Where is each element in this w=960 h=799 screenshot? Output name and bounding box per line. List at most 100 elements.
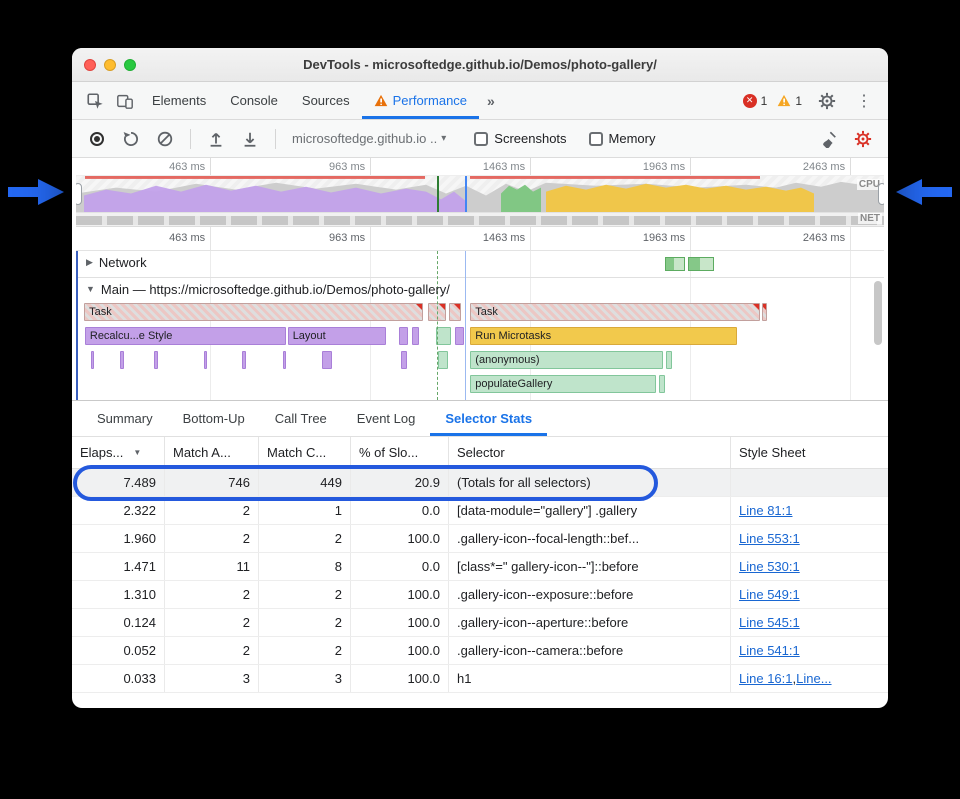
- stylesheet-line-link[interactable]: Line 541:1: [739, 643, 800, 658]
- flame-bar[interactable]: [659, 375, 666, 393]
- flame-bar[interactable]: [436, 327, 451, 345]
- tab-elements[interactable]: Elements: [140, 82, 218, 119]
- save-profile-button[interactable]: [235, 125, 265, 153]
- table-cell-numeric: 0.0: [350, 553, 448, 580]
- flame-bar[interactable]: [90, 351, 94, 369]
- table-row[interactable]: 1.960 2 2 100.0 .gallery-icon--focal-length:…: [72, 525, 888, 553]
- stylesheet-line-link[interactable]: Line 545:1: [739, 615, 800, 630]
- flame-bar[interactable]: [399, 327, 409, 345]
- column-header-style-sheet[interactable]: Style Sheet: [730, 437, 888, 468]
- table-row[interactable]: 1.310 2 2 100.0 .gallery-icon--exposure::bef…: [72, 581, 888, 609]
- flame-bar[interactable]: [120, 351, 124, 369]
- record-button[interactable]: [82, 125, 112, 153]
- overview-right-handle[interactable]: [878, 183, 884, 205]
- overview-left-handle[interactable]: [76, 183, 82, 205]
- flame-bar[interactable]: [153, 351, 158, 369]
- flame-bar[interactable]: [400, 351, 408, 369]
- flame-bar[interactable]: [665, 351, 673, 369]
- network-overview-strip[interactable]: NET: [76, 213, 884, 226]
- clear-recording-button[interactable]: [150, 125, 180, 153]
- flame-bar[interactable]: [412, 327, 419, 345]
- reload-and-record-button[interactable]: [116, 125, 146, 153]
- flame-bar-populategallery[interactable]: populateGallery: [470, 375, 657, 393]
- column-header-elapsed[interactable]: Elaps... ▼: [72, 437, 164, 468]
- tab-selector-stats[interactable]: Selector Stats: [430, 401, 548, 436]
- ruler-label: 2463 ms: [802, 161, 846, 173]
- tab-performance[interactable]: Performance: [361, 82, 480, 119]
- screenshots-toggle[interactable]: Screenshots: [474, 131, 567, 146]
- tab-sources[interactable]: Sources: [290, 82, 362, 119]
- column-header-match-count[interactable]: Match C...: [258, 437, 350, 468]
- memory-checkbox[interactable]: [588, 131, 603, 146]
- table-row[interactable]: 1.471 11 8 0.0 [class*=" gallery-icon--"]::b…: [72, 553, 888, 581]
- table-cell-numeric: 11: [164, 553, 258, 580]
- warning-badge[interactable]: 1: [777, 94, 802, 108]
- table-row[interactable]: 0.052 2 2 100.0 .gallery-icon--camera::befor…: [72, 637, 888, 665]
- more-tabs-button[interactable]: »: [487, 92, 495, 109]
- tab-event-log[interactable]: Event Log: [342, 401, 431, 436]
- tab-label: Call Tree: [274, 411, 327, 426]
- tab-summary[interactable]: Summary: [82, 401, 168, 436]
- cpu-overview-strip[interactable]: CPU: [76, 176, 884, 213]
- table-row[interactable]: 0.033 3 3 100.0 h1 Line 16:1 , Line...: [72, 665, 888, 693]
- column-header-selector[interactable]: Selector: [448, 437, 730, 468]
- stylesheet-line-link[interactable]: Line 16:1: [739, 671, 793, 686]
- flame-bar-layout[interactable]: Layout: [287, 327, 387, 345]
- history-select-value: microsoftedge.github.io ..: [292, 131, 438, 146]
- chevron-down-icon[interactable]: ▼: [86, 284, 95, 294]
- zoom-window-button[interactable]: [124, 58, 136, 71]
- inspect-element-button[interactable]: [80, 87, 110, 115]
- flame-bar[interactable]: [761, 303, 767, 321]
- screenshots-checkbox[interactable]: [474, 131, 489, 146]
- stylesheet-line-link[interactable]: Line 553:1: [739, 531, 800, 546]
- network-request-bar[interactable]: [665, 257, 686, 271]
- flame-bar[interactable]: [203, 351, 207, 369]
- devtools-menu-button[interactable]: ⋮: [856, 92, 872, 110]
- stylesheet-line-link[interactable]: Line...: [796, 671, 832, 686]
- capture-settings-button[interactable]: [848, 125, 878, 153]
- minimize-window-button[interactable]: [104, 58, 116, 71]
- settings-button[interactable]: [812, 87, 842, 115]
- flame-bar[interactable]: [428, 303, 447, 321]
- tab-call-tree[interactable]: Call Tree: [260, 401, 342, 436]
- close-window-button[interactable]: [84, 58, 96, 71]
- timeline-overview[interactable]: 463 ms 963 ms 1463 ms 1963 ms 2463 ms CP…: [76, 158, 884, 227]
- flame-bar-label: Task: [89, 306, 112, 318]
- tab-console[interactable]: Console: [218, 82, 290, 119]
- upload-icon: [210, 132, 222, 147]
- flame-bar-run-microtasks[interactable]: Run Microtasks: [470, 327, 737, 345]
- table-row[interactable]: 2.322 2 1 0.0 [data-module="gallery"] .galle…: [72, 497, 888, 525]
- flame-bar-task[interactable]: Task: [470, 303, 760, 321]
- column-label: Style Sheet: [739, 445, 806, 460]
- stylesheet-line-link[interactable]: Line 530:1: [739, 559, 800, 574]
- chevron-right-icon[interactable]: ▶: [86, 256, 93, 267]
- load-profile-button[interactable]: [201, 125, 231, 153]
- flame-bar-task[interactable]: Task: [84, 303, 424, 321]
- flame-chart[interactable]: Task Task Recalcu...e Style Layout Run Micro…: [76, 300, 884, 400]
- flame-bar[interactable]: [322, 351, 333, 369]
- main-thread-track[interactable]: ▼ Main — https://microsoftedge.github.io…: [76, 278, 884, 400]
- flame-bar[interactable]: [437, 351, 448, 369]
- flame-bar[interactable]: [242, 351, 247, 369]
- tracks-scrollbar[interactable]: [874, 281, 882, 345]
- flame-bar[interactable]: [449, 303, 461, 321]
- tab-bottom-up[interactable]: Bottom-Up: [168, 401, 260, 436]
- column-header-match-attempts[interactable]: Match A...: [164, 437, 258, 468]
- network-request-bar[interactable]: [687, 257, 715, 271]
- collect-garbage-button[interactable]: [814, 125, 844, 153]
- flame-bar-recalcu-e-style[interactable]: Recalcu...e Style: [84, 327, 287, 345]
- column-header-pct-slow[interactable]: % of Slo...: [350, 437, 448, 468]
- flame-bar[interactable]: [282, 351, 287, 369]
- error-badge[interactable]: ✕ 1: [742, 93, 767, 108]
- network-track[interactable]: ▶ Network: [76, 251, 884, 278]
- table-row[interactable]: 0.124 2 2 100.0 .gallery-icon--aperture::bef…: [72, 609, 888, 637]
- memory-toggle[interactable]: Memory: [588, 131, 656, 146]
- stylesheet-line-link[interactable]: Line 549:1: [739, 587, 800, 602]
- flame-bar--anonymous-[interactable]: (anonymous): [470, 351, 663, 369]
- flame-bar[interactable]: [454, 327, 464, 345]
- column-label: Selector: [457, 445, 505, 460]
- device-toolbar-button[interactable]: [110, 87, 140, 115]
- table-row[interactable]: 7.489 746 449 20.9 (Totals for all selectors…: [72, 465, 888, 501]
- history-select[interactable]: microsoftedge.github.io .. ▾: [286, 131, 452, 146]
- stylesheet-line-link[interactable]: Line 81:1: [739, 503, 793, 518]
